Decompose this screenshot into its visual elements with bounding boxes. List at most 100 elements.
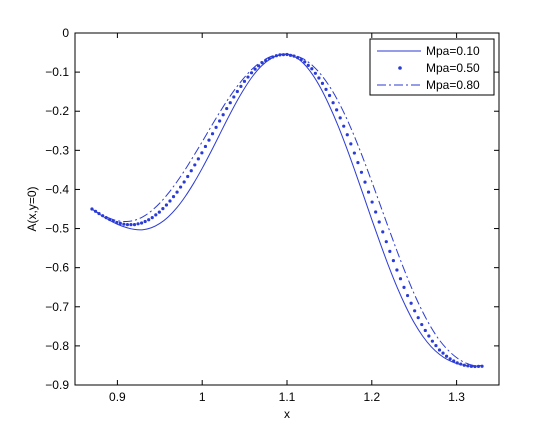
series-point bbox=[356, 161, 360, 165]
series-point bbox=[257, 64, 261, 68]
series-point bbox=[179, 185, 183, 189]
y-tick-label: 0 bbox=[62, 26, 69, 40]
series-point bbox=[444, 354, 449, 358]
x-axis-label: x bbox=[284, 407, 290, 421]
series-point bbox=[313, 71, 317, 75]
series-point bbox=[416, 316, 420, 320]
series-point bbox=[193, 163, 197, 167]
series-point bbox=[423, 328, 427, 333]
series-point bbox=[413, 309, 417, 313]
series-point bbox=[210, 132, 215, 136]
series-point bbox=[324, 87, 328, 91]
series-point bbox=[345, 133, 349, 137]
series-point bbox=[320, 81, 325, 85]
series-point bbox=[352, 151, 356, 155]
series-markers bbox=[90, 52, 484, 369]
series-point bbox=[310, 67, 314, 71]
y-tick-label: −0.8 bbox=[45, 339, 69, 353]
series-point bbox=[427, 334, 431, 338]
series-point bbox=[374, 210, 378, 214]
series-point bbox=[125, 223, 130, 227]
series-point bbox=[246, 75, 250, 79]
series-point bbox=[147, 218, 151, 222]
series-point bbox=[207, 138, 211, 142]
series-point bbox=[391, 259, 395, 263]
series-point bbox=[132, 223, 137, 227]
series-point bbox=[384, 240, 388, 244]
series-point bbox=[437, 348, 442, 352]
series-point bbox=[189, 169, 193, 173]
legend-label: Mpa=0.10 bbox=[426, 44, 480, 58]
series-point bbox=[157, 210, 161, 214]
series-point bbox=[452, 359, 456, 363]
series-point bbox=[186, 174, 190, 179]
y-tick-label: −0.5 bbox=[45, 222, 69, 236]
series-point bbox=[317, 76, 321, 80]
series-point bbox=[430, 339, 434, 343]
x-tick-label: 1.1 bbox=[279, 390, 296, 404]
series-point bbox=[118, 221, 122, 225]
series-point bbox=[154, 213, 158, 217]
series-point bbox=[420, 322, 424, 327]
series-point bbox=[462, 363, 466, 367]
series-point bbox=[434, 343, 438, 348]
series-point bbox=[466, 364, 470, 368]
legend-marker bbox=[398, 66, 402, 70]
series-point bbox=[338, 116, 342, 120]
series-point bbox=[242, 79, 247, 83]
series-point bbox=[327, 93, 332, 98]
y-tick-label: −0.9 bbox=[45, 378, 69, 392]
series-point bbox=[395, 268, 399, 272]
series-point bbox=[122, 222, 126, 226]
y-tick-label: −0.6 bbox=[45, 261, 69, 275]
series-point bbox=[335, 108, 339, 112]
series-point bbox=[398, 277, 403, 281]
series-point bbox=[196, 157, 200, 161]
series-point bbox=[175, 190, 179, 194]
series-point bbox=[115, 220, 119, 225]
series-point bbox=[249, 71, 254, 75]
x-tick-label: 1.2 bbox=[363, 390, 380, 404]
series-point bbox=[473, 364, 477, 369]
y-tick-label: −0.3 bbox=[45, 143, 69, 157]
series-point bbox=[143, 219, 147, 224]
series-point bbox=[239, 84, 243, 88]
series-point bbox=[409, 301, 413, 305]
y-axis-label: A(x,y=0) bbox=[25, 186, 39, 231]
series-point bbox=[214, 125, 218, 129]
legend: Mpa=0.10 Mpa=0.50 Mpa=0.80 bbox=[369, 38, 495, 96]
series-point bbox=[303, 60, 307, 64]
series-point bbox=[448, 357, 452, 361]
legend-label: Mpa=0.50 bbox=[426, 61, 480, 75]
series-point bbox=[140, 221, 144, 225]
series-point bbox=[235, 89, 239, 94]
series-point bbox=[441, 351, 445, 355]
y-tick-label: −0.4 bbox=[45, 182, 69, 196]
series-point bbox=[359, 170, 364, 174]
series-point bbox=[331, 101, 335, 105]
series-point bbox=[306, 63, 310, 67]
series-point bbox=[161, 207, 165, 211]
series-point bbox=[299, 58, 303, 62]
series-point bbox=[200, 151, 204, 155]
series-point bbox=[455, 361, 459, 365]
y-tick-label: −0.2 bbox=[45, 104, 69, 118]
series-point bbox=[136, 222, 140, 226]
series-point bbox=[288, 53, 293, 57]
series-point bbox=[381, 230, 385, 234]
series-point bbox=[366, 190, 371, 194]
series-point bbox=[402, 285, 406, 289]
legend-box bbox=[369, 38, 495, 96]
x-tick-label: 1.3 bbox=[448, 390, 465, 404]
series-point bbox=[225, 106, 229, 111]
series-point bbox=[129, 223, 133, 227]
tick-layer: 0.9 1 1.1 1.2 1.3 0 −0.1 −0.2 −0.3 −0.4 −0.5 −0.6 −0… bbox=[45, 26, 499, 404]
series-point bbox=[228, 101, 232, 105]
series-point bbox=[221, 113, 225, 117]
y-tick-label: −0.7 bbox=[45, 300, 69, 314]
series-line bbox=[91, 53, 483, 367]
series-point bbox=[253, 67, 257, 71]
series-point bbox=[203, 144, 208, 149]
series-point bbox=[171, 195, 176, 199]
